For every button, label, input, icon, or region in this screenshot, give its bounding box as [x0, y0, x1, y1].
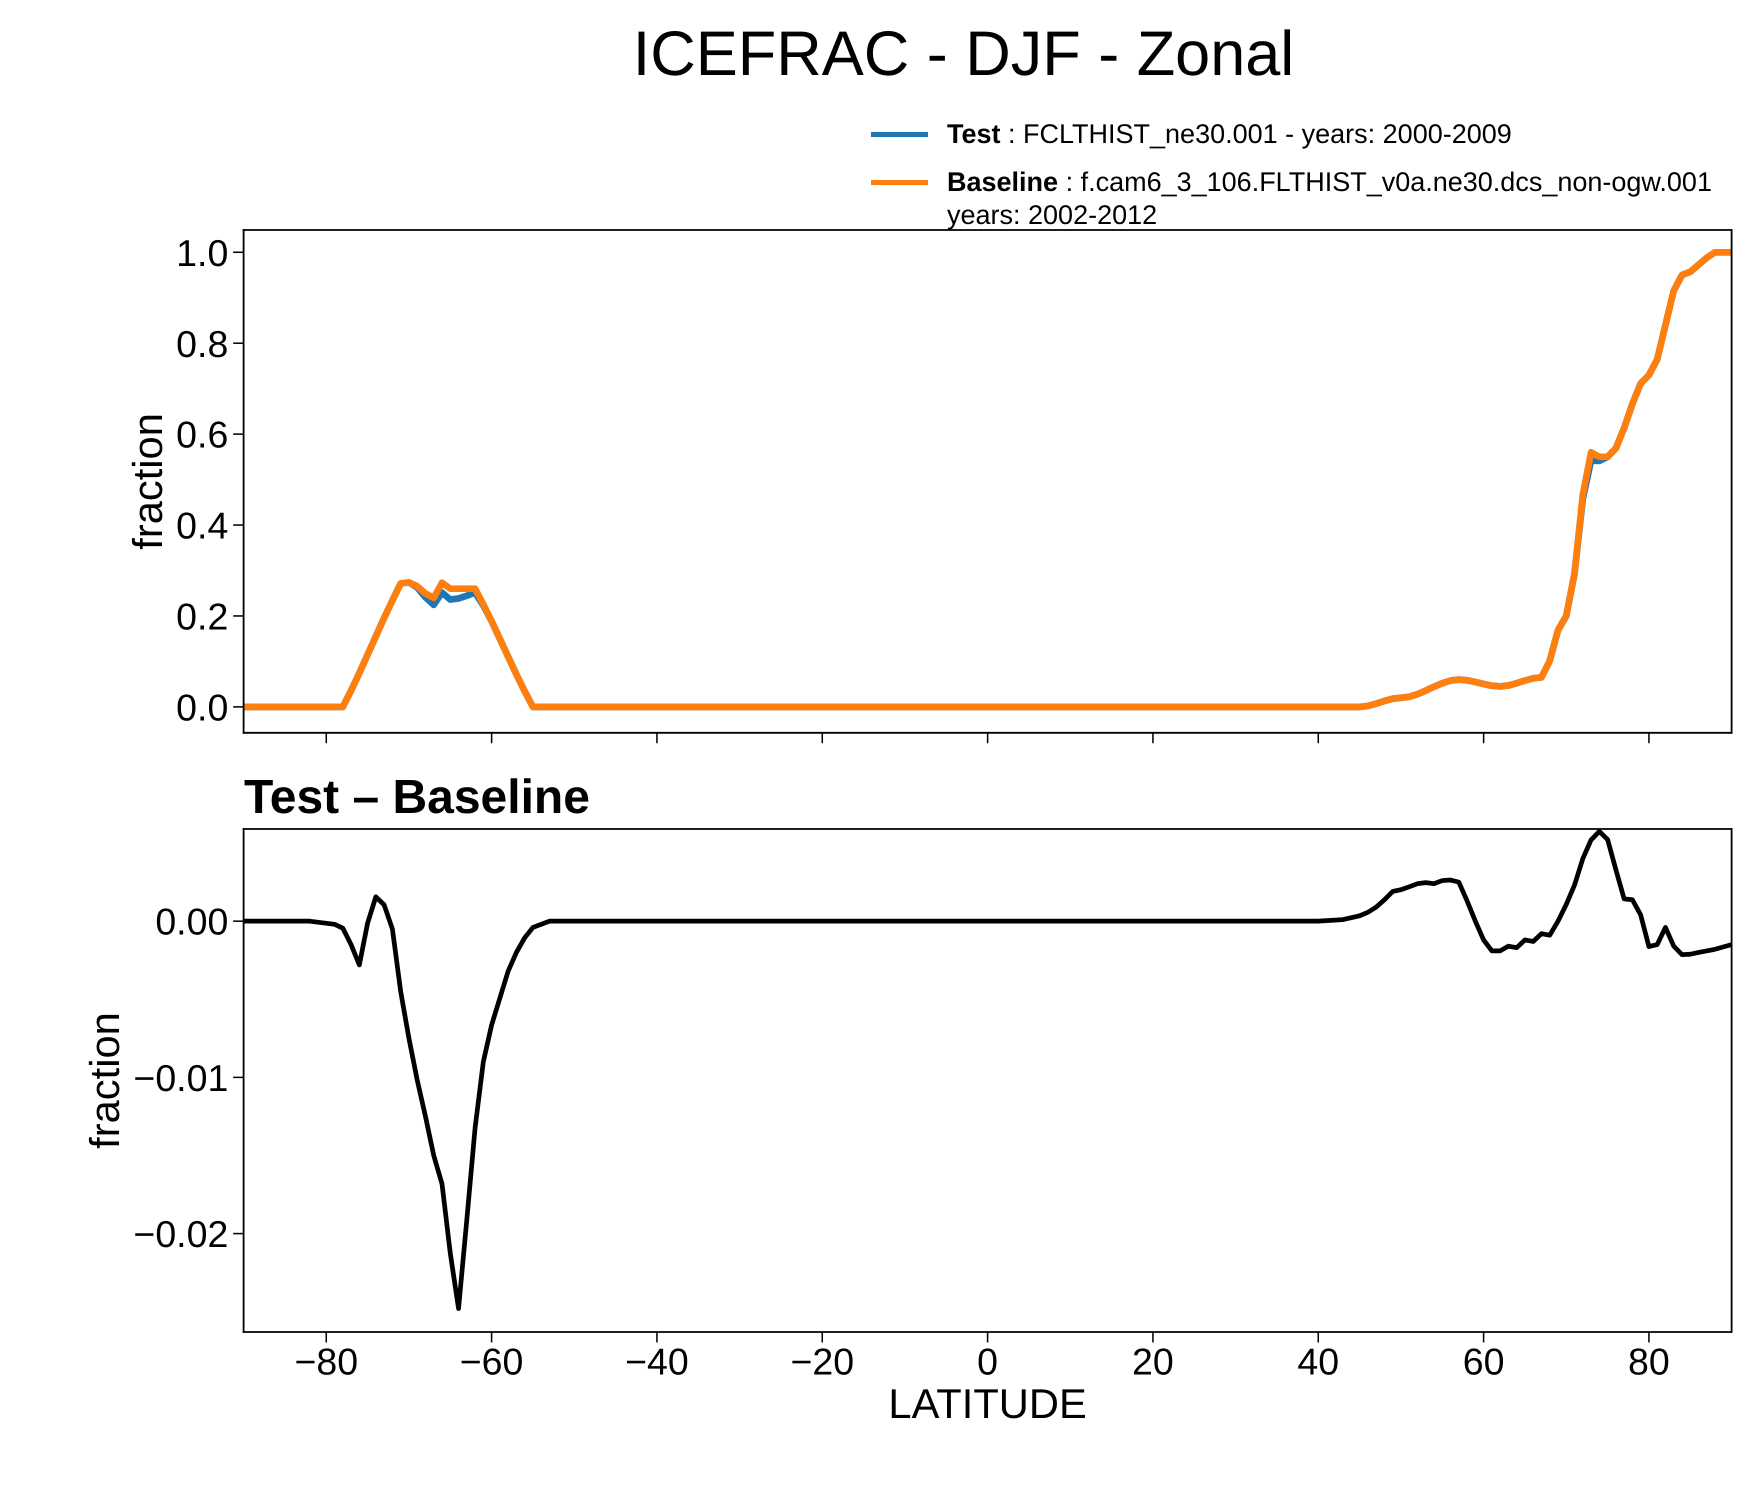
svg-text:0.2: 0.2 [176, 596, 228, 638]
svg-text:0.6: 0.6 [176, 414, 228, 456]
svg-text:1.0: 1.0 [176, 233, 228, 275]
svg-text:0.8: 0.8 [176, 323, 228, 365]
svg-text:80: 80 [1628, 1341, 1670, 1383]
svg-text:60: 60 [1463, 1341, 1505, 1383]
svg-text:−80: −80 [294, 1341, 358, 1383]
svg-text:−0.01: −0.01 [133, 1058, 228, 1100]
svg-text:fraction: fraction [83, 1012, 129, 1149]
svg-text:−20: −20 [790, 1341, 854, 1383]
svg-text:−0.02: −0.02 [133, 1214, 228, 1256]
svg-text:LATITUDE: LATITUDE [888, 1382, 1086, 1428]
svg-text:40: 40 [1297, 1341, 1339, 1383]
svg-text:−60: −60 [460, 1341, 524, 1383]
svg-text:−40: −40 [625, 1341, 689, 1383]
svg-text:fraction: fraction [126, 413, 172, 550]
svg-text:20: 20 [1132, 1341, 1174, 1383]
svg-text:0.00: 0.00 [155, 901, 228, 943]
svg-text:0: 0 [977, 1341, 998, 1383]
svg-text:0.4: 0.4 [176, 505, 228, 547]
svg-text:0.0: 0.0 [176, 687, 228, 729]
